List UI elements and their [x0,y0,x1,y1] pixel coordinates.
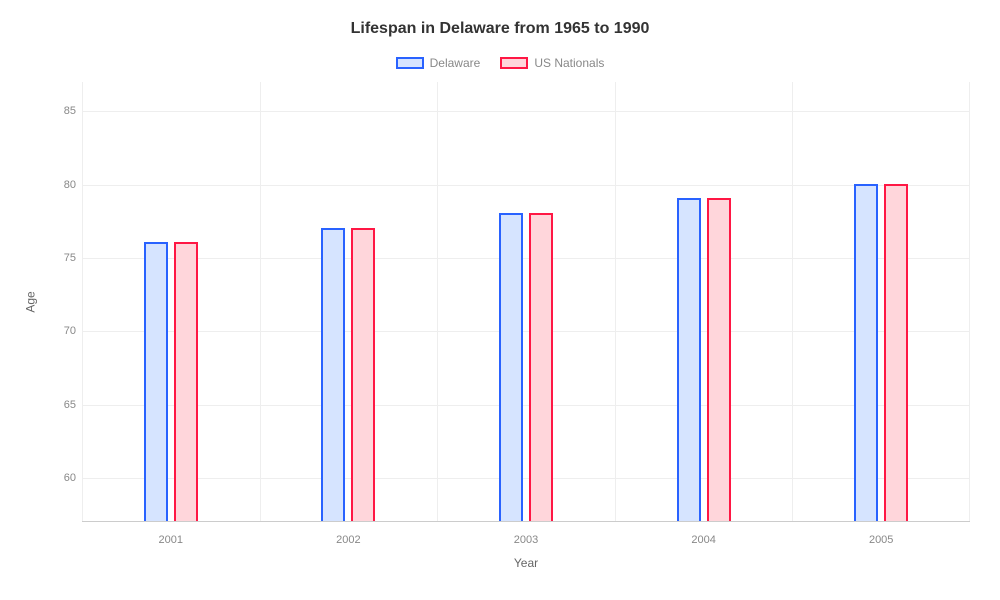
bar[interactable] [677,198,701,521]
gridline-vertical [260,82,261,521]
x-tick-label: 2002 [336,534,360,546]
y-tick-label: 85 [64,105,76,117]
bar[interactable] [854,184,878,521]
chart-title: Lifespan in Delaware from 1965 to 1990 [30,20,970,38]
bar[interactable] [529,213,553,521]
x-tick-label: 2004 [691,534,715,546]
x-axis: Year 2001 2002 2003 2004 2005 [82,522,970,572]
chart-container: Lifespan in Delaware from 1965 to 1990 D… [0,0,1000,600]
x-tick-label: 2003 [514,534,538,546]
y-axis: Age 606570758085 [30,82,82,522]
gridline-vertical [437,82,438,521]
bar[interactable] [144,242,168,521]
y-tick-label: 80 [64,179,76,191]
gridline-horizontal [82,111,970,112]
gridline-vertical [969,82,970,521]
bar[interactable] [174,242,198,521]
gridline-horizontal [82,258,970,259]
gridline-horizontal [82,185,970,186]
y-tick-label: 75 [64,252,76,264]
legend-item-delaware[interactable]: Delaware [396,56,481,70]
bar[interactable] [321,228,345,521]
bar[interactable] [499,213,523,521]
bar[interactable] [707,198,731,521]
gridline-horizontal [82,331,970,332]
plot-area: Age 606570758085 [30,82,970,522]
legend-item-us-nationals[interactable]: US Nationals [500,56,604,70]
x-tick-label: 2001 [159,534,183,546]
gridline-horizontal [82,405,970,406]
legend: Delaware US Nationals [30,56,970,70]
legend-swatch-us-nationals [500,57,528,69]
gridline-horizontal [82,478,970,479]
legend-label: Delaware [430,56,481,70]
bar[interactable] [351,228,375,521]
y-axis-label: Age [24,291,38,312]
x-axis-label: Year [514,556,538,570]
y-tick-label: 70 [64,325,76,337]
x-tick-label: 2005 [869,534,893,546]
gridline-vertical [792,82,793,521]
bar[interactable] [884,184,908,521]
plot-region [82,82,970,522]
gridline-vertical [82,82,83,521]
y-tick-label: 60 [64,472,76,484]
y-tick-label: 65 [64,399,76,411]
gridline-vertical [615,82,616,521]
legend-label: US Nationals [534,56,604,70]
legend-swatch-delaware [396,57,424,69]
